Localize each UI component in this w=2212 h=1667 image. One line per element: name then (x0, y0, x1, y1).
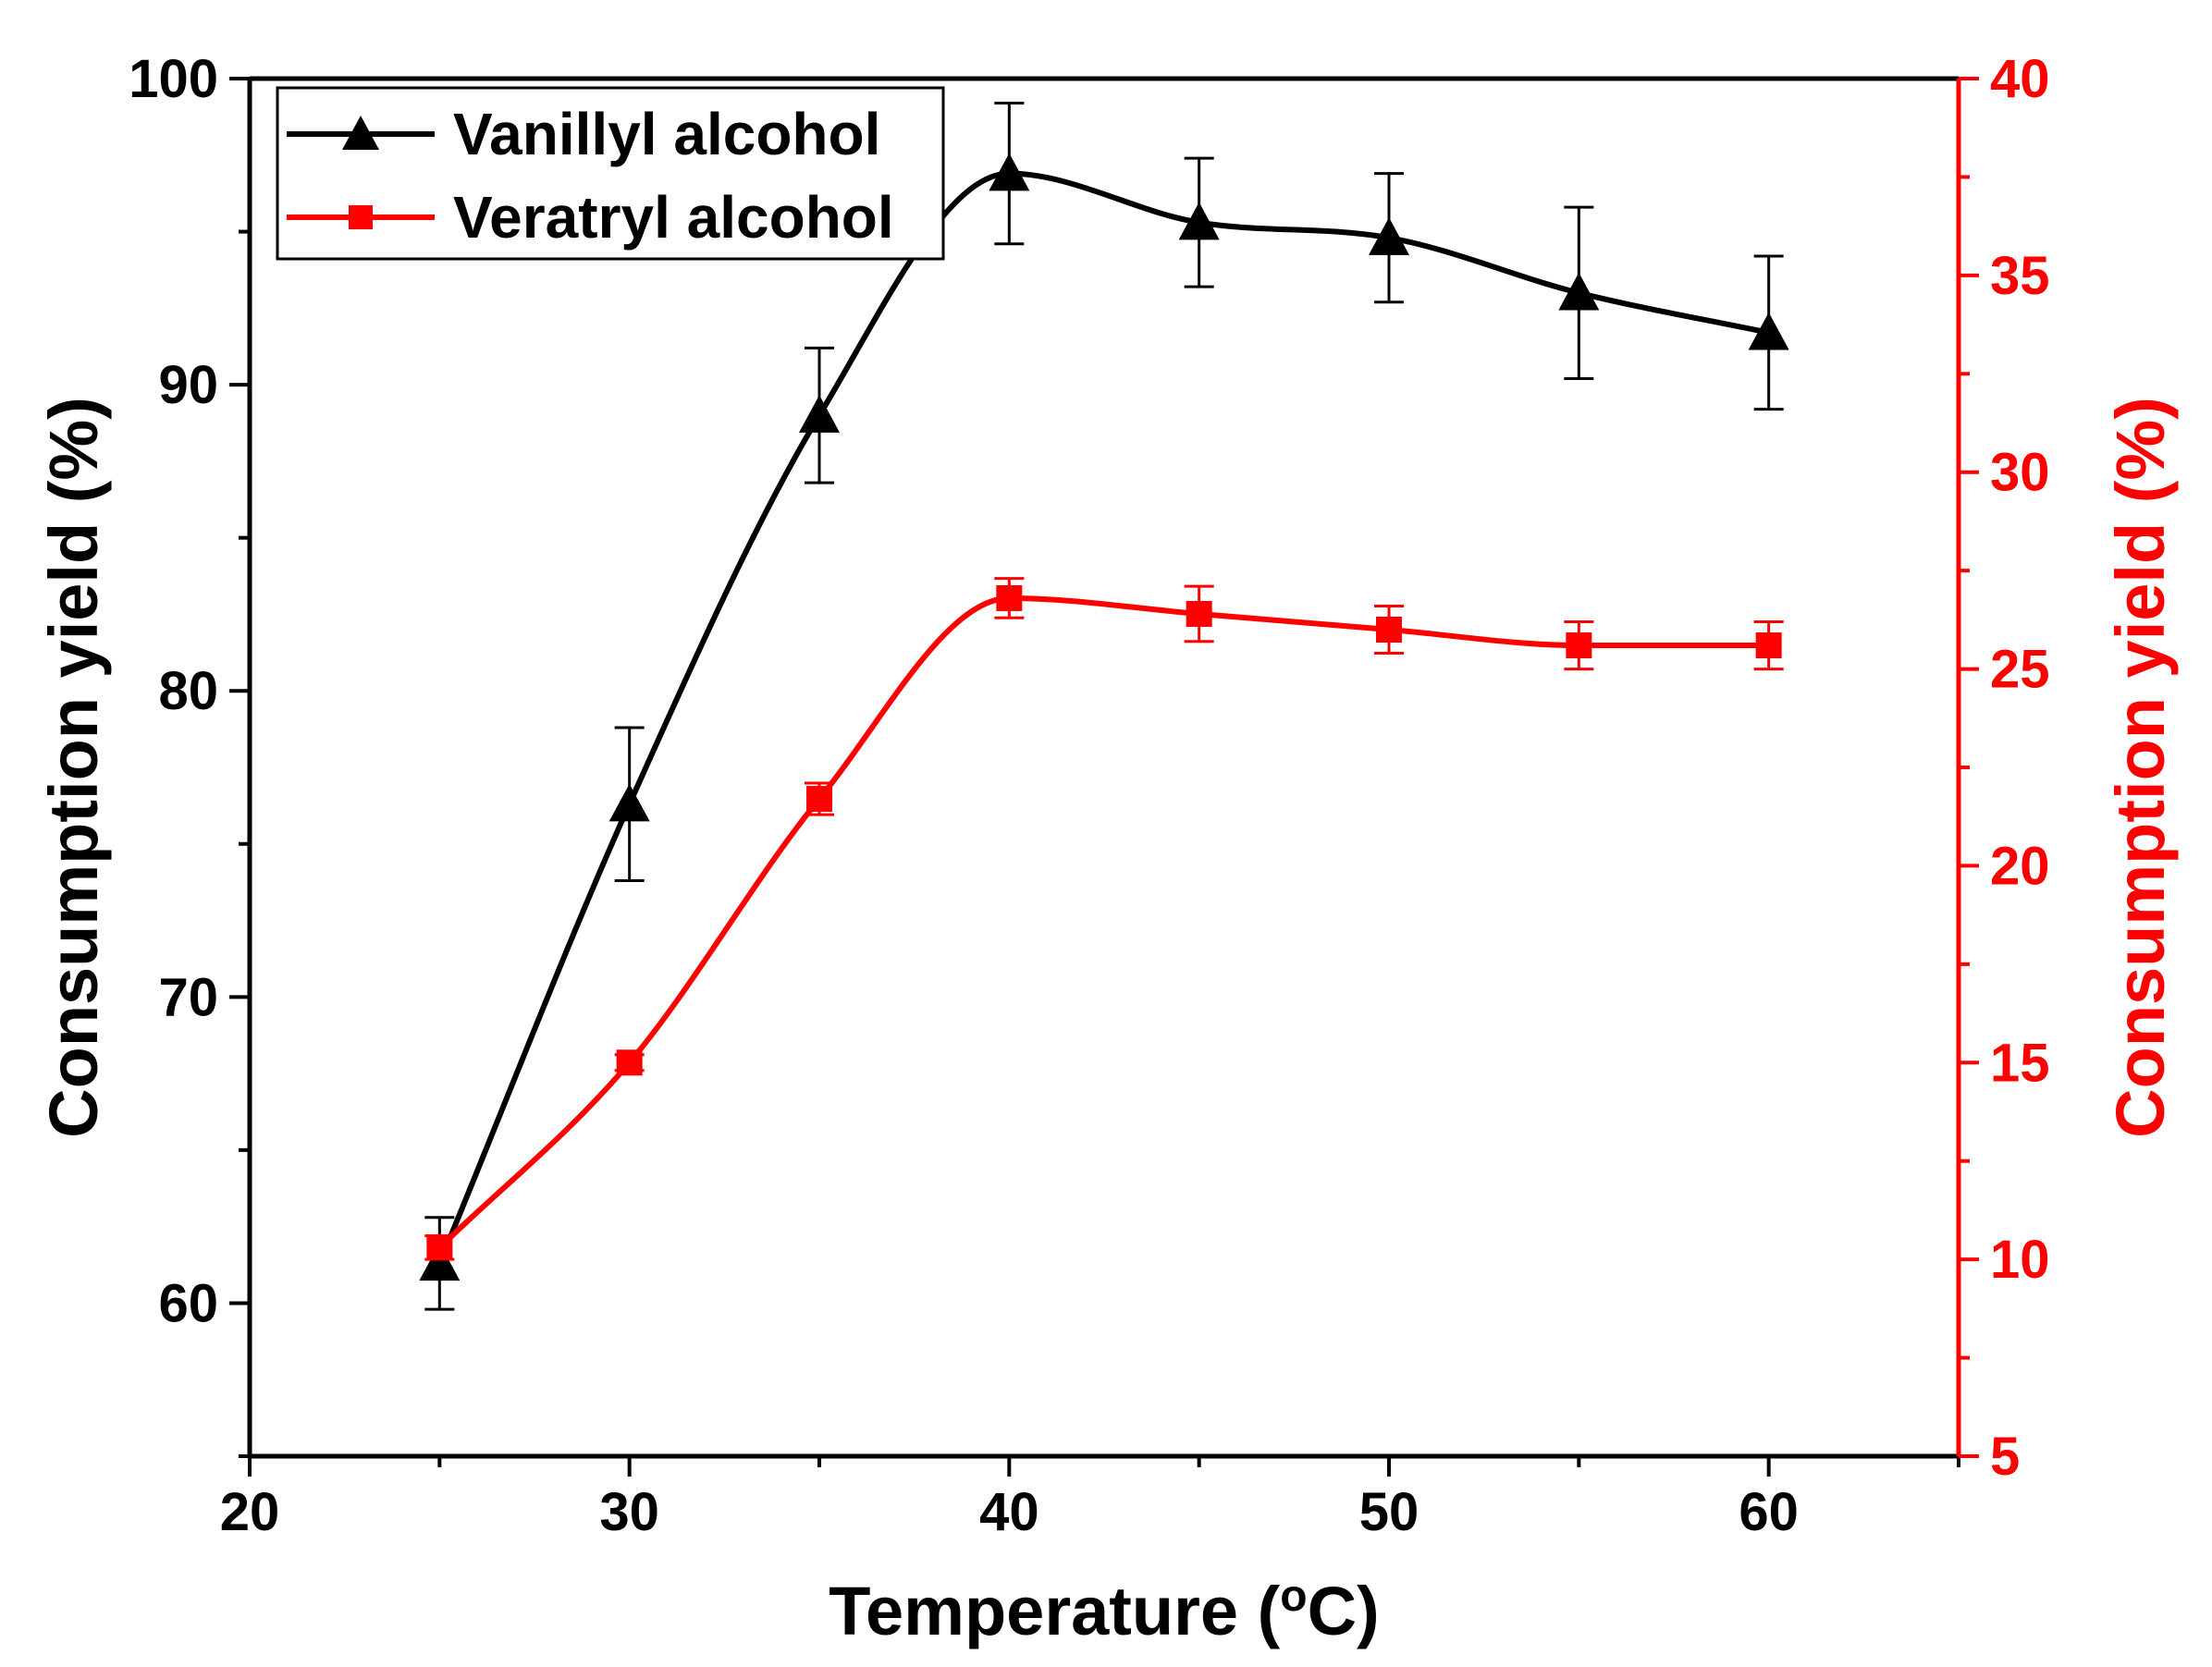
right-y-tick-label: 35 (1990, 246, 2050, 306)
data-point-vanillyl-alcohol (1748, 312, 1789, 350)
right-y-tick-label: 40 (1990, 49, 2050, 109)
left-y-tick-label: 60 (158, 1273, 218, 1333)
right-y-tick-label: 15 (1990, 1033, 2050, 1093)
data-point-veratryl-alcohol (996, 584, 1023, 611)
right-y-tick-label: 10 (1990, 1230, 2050, 1290)
data-point-veratryl-alcohol (1566, 632, 1592, 659)
left-y-tick-label: 100 (129, 49, 218, 109)
x-tick-label: 60 (1739, 1482, 1799, 1542)
legend-marker-vanillyl-alcohol (342, 116, 379, 150)
left-y-tick-label: 70 (158, 967, 218, 1027)
legend-label-vanillyl-alcohol: Vanillyl alcohol (453, 101, 880, 167)
legend-marker-veratryl-alcohol (349, 205, 373, 229)
series-line-vanillyl-alcohol (436, 170, 1770, 1265)
x-tick-label: 40 (979, 1482, 1039, 1542)
right-y-tick-label: 25 (1990, 640, 2050, 700)
x-tick-label: 50 (1359, 1482, 1419, 1542)
x-tick-label: 30 (599, 1482, 659, 1542)
data-point-veratryl-alcohol (1376, 617, 1402, 643)
data-point-veratryl-alcohol (426, 1234, 453, 1261)
left-y-tick-label: 90 (158, 355, 218, 415)
legend-label-veratryl-alcohol: Veratryl alcohol (453, 184, 894, 251)
data-point-veratryl-alcohol (1186, 600, 1212, 627)
right-y-tick-label: 20 (1990, 836, 2050, 896)
data-point-vanillyl-alcohol (1369, 217, 1409, 255)
data-point-vanillyl-alcohol (1178, 202, 1220, 240)
data-point-vanillyl-alcohol (799, 395, 840, 433)
series-line-veratryl-alcohol (437, 594, 1769, 1250)
left-y-tick-label: 80 (158, 661, 218, 721)
x-axis-label: Temperature (oC) (829, 1572, 1379, 1649)
right-y-tick-label: 5 (1990, 1427, 2020, 1487)
data-point-veratryl-alcohol (616, 1049, 643, 1076)
data-point-vanillyl-alcohol (989, 153, 1030, 191)
data-point-vanillyl-alcohol (1558, 272, 1600, 311)
data-point-vanillyl-alcohol (419, 1243, 461, 1281)
legend-box (276, 86, 945, 261)
right-y-axis-label: Consumption yield (%) (2102, 397, 2179, 1138)
data-point-veratryl-alcohol (806, 786, 832, 813)
right-y-tick-label: 30 (1990, 443, 2050, 503)
left-y-axis-label: Consumption yield (%) (35, 397, 112, 1138)
x-tick-label: 20 (220, 1482, 280, 1542)
data-point-vanillyl-alcohol (608, 783, 650, 822)
data-point-veratryl-alcohol (1755, 632, 1782, 659)
